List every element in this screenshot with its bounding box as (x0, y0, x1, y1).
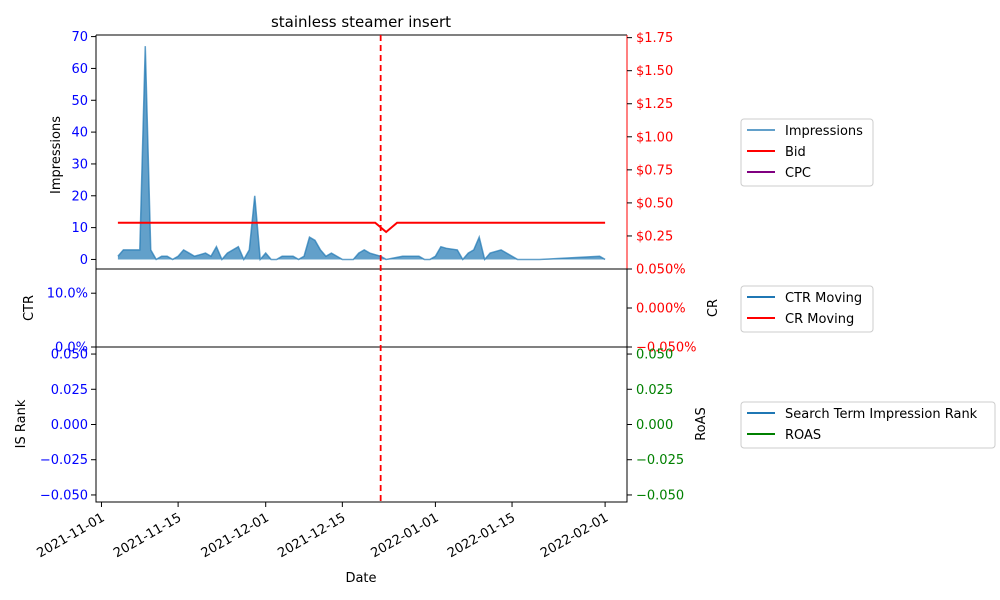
cr-tick-label-0: −0.050% (636, 341, 696, 356)
impressions-tick-label-7: 70 (71, 30, 88, 45)
x-tick-label-0: 2021-11-01 (35, 510, 108, 561)
bid-tick-label-0: $0.25 (636, 229, 673, 244)
bid-tick-label-2: $0.75 (636, 163, 673, 178)
impressions-tick-label-2: 20 (71, 189, 88, 204)
impressions-tick-label-5: 50 (71, 94, 88, 109)
panel-isrank-roas: −0.050 −0.025 0.000 0.025 0.050 −0.050 −0.025 0… (40, 346, 684, 503)
impressions-tick-label-3: 30 (71, 157, 88, 172)
bid-line (117, 221, 606, 234)
cr-tick-label-2: 0.050% (636, 263, 686, 278)
y-axis-label-is-rank: IS Rank (14, 399, 29, 448)
y-axis-label-roas: RoAS (694, 407, 709, 441)
y-axis-label-impressions: Impressions (49, 116, 64, 194)
impressions-tick-label-0: 0 (80, 253, 88, 268)
x-axis-label: Date (345, 571, 376, 586)
is-rank-tick-label-3: 0.025 (51, 383, 88, 398)
bid-tick-label-6: $1.75 (636, 31, 673, 46)
x-tick-label-5: 2022-01-15 (445, 510, 518, 561)
cr-tick-label-1: 0.000% (636, 302, 686, 317)
legend-label-bid: Bid (785, 145, 806, 160)
x-tick-label-6: 2022-02-01 (538, 510, 611, 561)
panel-ctr-cr: 0.0% 10.0% −0.050% 0.000% 0.050% (47, 263, 697, 356)
bid-tick-label-1: $0.50 (636, 196, 673, 211)
chart-title: stainless steamer insert (271, 13, 451, 31)
legend-label-ctr: CTR Moving (785, 291, 862, 306)
x-tick-label-2: 2021-12-01 (199, 510, 272, 561)
legend-bottom: Search Term Impression Rank ROAS (740, 401, 996, 449)
middle-frame (95, 268, 628, 348)
impressions-area (117, 46, 606, 260)
impressions-tick-label-6: 60 (71, 62, 88, 77)
x-tick-label-3: 2021-12-15 (275, 510, 348, 561)
y-axis-label-ctr: CTR (22, 295, 37, 321)
roas-tick-label-4: 0.050 (636, 348, 673, 363)
legend-label-cpc: CPC (785, 166, 811, 181)
legend-label-impressions: Impressions (785, 124, 863, 139)
legend-top: Impressions Bid CPC (740, 118, 874, 187)
impressions-tick-label-1: 10 (71, 221, 88, 236)
x-axis: 2021-11-01 2021-11-15 2021-12-01 2021-12-15… (35, 502, 611, 561)
roas-tick-label-2: 0.000 (636, 418, 673, 433)
roas-tick-label-1: −0.025 (636, 453, 684, 468)
bottom-frame (95, 346, 628, 503)
impressions-tick-label-4: 40 (71, 126, 88, 141)
roas-tick-label-3: 0.025 (636, 383, 673, 398)
roas-tick-label-0: −0.050 (636, 488, 684, 503)
bid-tick-label-3: $1.00 (636, 130, 673, 145)
is-rank-tick-label-1: −0.025 (40, 453, 88, 468)
is-rank-tick-label-4: 0.050 (51, 348, 88, 363)
panel-impressions-bid: 0 10 20 30 40 50 60 70 $0.25 $0.50 $0.75 $1.00 $1.25… (71, 30, 673, 269)
bid-tick-label-4: $1.25 (636, 97, 673, 112)
legend-middle: CTR Moving CR Moving (740, 285, 874, 333)
x-tick-label-4: 2022-01-01 (368, 510, 441, 561)
y-axis-label-cr: CR (706, 299, 721, 317)
legend-label-cr: CR Moving (785, 312, 854, 327)
is-rank-tick-label-0: −0.050 (40, 488, 88, 503)
ctr-tick-label-1: 10.0% (47, 287, 88, 302)
legend-label-roas: ROAS (785, 428, 821, 443)
ctr-tick-label-0: 0.0% (55, 341, 88, 356)
x-tick-label-1: 2021-11-15 (111, 510, 184, 561)
legend-label-is-rank: Search Term Impression Rank (785, 407, 978, 422)
bid-tick-label-5: $1.50 (636, 64, 673, 79)
is-rank-tick-label-2: 0.000 (51, 418, 88, 433)
impressions-line (117, 46, 606, 262)
